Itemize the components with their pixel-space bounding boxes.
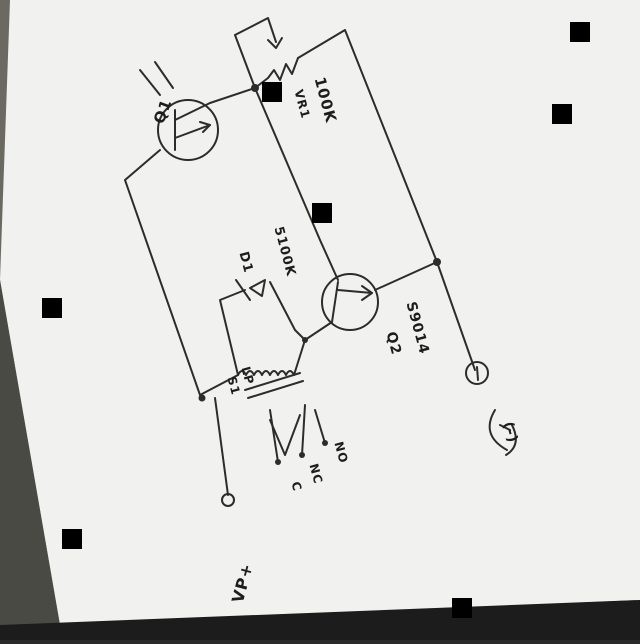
- wire-q2-to-coil: [304, 321, 333, 341]
- ground-terminal: [465, 361, 489, 385]
- ground-sign-dash: [499, 424, 511, 431]
- wire-right-to-q2: [374, 261, 438, 291]
- q2-emitter: [337, 289, 373, 294]
- node-contact-c: [275, 459, 281, 465]
- wire-wiper-to-node: [234, 34, 256, 89]
- wire-q1-to-pot: [209, 87, 256, 104]
- supply-terminal: [221, 493, 235, 507]
- wire-pot-to-right-rail: [297, 29, 438, 263]
- diode-bar: [235, 279, 251, 301]
- pot-wiper: [234, 17, 277, 43]
- light-arrow-2: [154, 61, 174, 89]
- right-rail-down: [436, 261, 476, 371]
- q2-emitter-arrow: [361, 285, 373, 301]
- relay-contact-nc-leg: [301, 404, 306, 456]
- ground-terminal-mark: [476, 366, 479, 381]
- circuit-nodes: [198, 84, 441, 465]
- redaction-marks: [42, 22, 590, 618]
- relay-contact-no-leg: [314, 409, 326, 444]
- left-rail-bottom: [199, 374, 239, 396]
- transistor-q2-body: [321, 273, 379, 331]
- ground-sign-arc: [488, 409, 508, 451]
- redaction-7: [452, 598, 472, 618]
- pot-wiper-arrow: [267, 37, 283, 49]
- node-contact-no: [322, 440, 328, 446]
- redaction-5: [42, 298, 62, 318]
- wire-diode-left: [219, 289, 246, 376]
- redaction-3: [262, 82, 282, 102]
- pot-vr1: [254, 57, 299, 89]
- q2-base-bar: [331, 281, 339, 323]
- bottom-edge: [0, 600, 640, 640]
- q1-emitter: [174, 124, 211, 139]
- redaction-6: [62, 529, 82, 549]
- node-right-rail: [433, 258, 441, 266]
- redaction-1: [570, 22, 590, 42]
- wire-q1-base-left: [124, 149, 201, 396]
- light-arrow-1: [139, 69, 161, 96]
- node-pot: [251, 84, 259, 92]
- wire-to-supply: [214, 397, 229, 496]
- redaction-4: [312, 203, 332, 223]
- node-coil: [302, 337, 308, 343]
- relay-contact-c-leg: [269, 409, 279, 463]
- q1-collector: [174, 102, 211, 121]
- node-left-rail: [198, 394, 206, 402]
- paper-shadow: [0, 280, 60, 640]
- q1-emitter-arrow: [199, 121, 211, 133]
- wire-node-to-q2: [254, 87, 339, 281]
- transistor-q1-body: [157, 99, 219, 161]
- redaction-2: [552, 104, 572, 124]
- relay-core-1: [244, 372, 301, 391]
- ground-sign-arc-2: [505, 424, 517, 456]
- relay-coil: [237, 339, 306, 376]
- relay-contact-wire: [269, 414, 301, 456]
- node-contact-nc: [299, 452, 305, 458]
- wire-diode-right: [269, 281, 306, 341]
- circuit-wires: [124, 17, 517, 507]
- diode-triangle: [249, 279, 266, 297]
- paper-sheet: [0, 0, 640, 625]
- relay-core-2: [247, 380, 304, 399]
